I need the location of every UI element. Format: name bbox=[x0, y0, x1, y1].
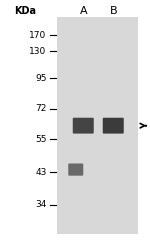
Text: KDa: KDa bbox=[15, 6, 36, 16]
Text: 43: 43 bbox=[35, 168, 46, 176]
Text: 130: 130 bbox=[29, 47, 46, 56]
Text: 34: 34 bbox=[35, 201, 46, 209]
Text: 95: 95 bbox=[35, 74, 46, 82]
Text: B: B bbox=[110, 6, 117, 16]
Text: A: A bbox=[80, 6, 87, 16]
FancyBboxPatch shape bbox=[103, 118, 124, 134]
FancyBboxPatch shape bbox=[57, 17, 138, 234]
FancyBboxPatch shape bbox=[68, 163, 83, 176]
Text: 55: 55 bbox=[35, 135, 46, 143]
Text: 170: 170 bbox=[29, 31, 46, 40]
FancyBboxPatch shape bbox=[73, 118, 94, 134]
Text: 72: 72 bbox=[35, 104, 46, 113]
